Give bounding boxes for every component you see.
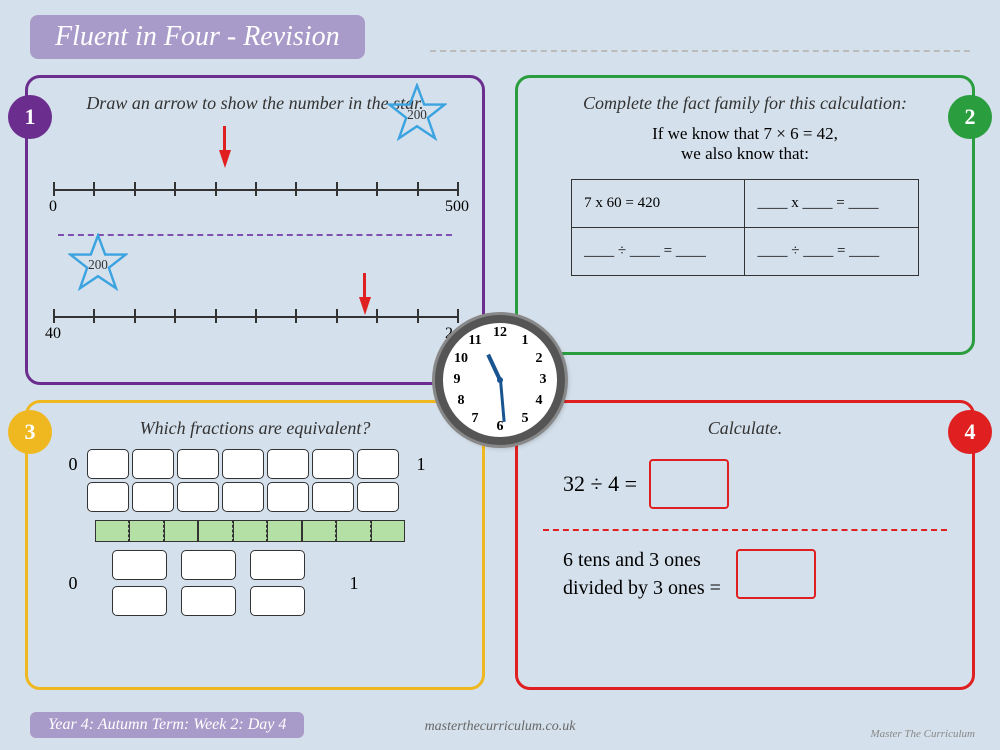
footer-label: Year 4: Autumn Term: Week 2: Day 4 xyxy=(30,712,304,738)
bar-model xyxy=(95,520,405,542)
panel-3: Which fractions are equivalent? 0 1 0 1 xyxy=(25,400,485,690)
footer-logo: Master The Curriculum xyxy=(871,728,976,740)
badge-4: 4 xyxy=(948,410,992,454)
answer-box xyxy=(649,459,729,509)
fact-family-intro: If we know that 7 × 6 = 42,we also know … xyxy=(533,124,957,164)
badge-2: 2 xyxy=(948,95,992,139)
calc-1: 32 ÷ 4 = xyxy=(563,459,957,509)
footer-url: masterthecurriculum.co.uk xyxy=(425,719,576,735)
clock-icon: 12 1 2 3 4 5 6 7 8 9 10 11 xyxy=(435,315,565,445)
fraction-row-top: 0 1 xyxy=(63,449,467,479)
fact-family-table: 7 x 60 = 420____ x ____ = ____ ____ ÷ __… xyxy=(571,179,919,276)
badge-1: 1 xyxy=(8,95,52,139)
number-line-1: 0 500 xyxy=(53,164,457,214)
star-icon: 200 xyxy=(387,83,447,148)
divider-dashed xyxy=(543,529,947,531)
fraction-row-bottom: 0 1 xyxy=(63,550,467,616)
star-icon: 200 xyxy=(68,233,128,298)
panel-4: Calculate. 32 ÷ 4 = 6 tens and 3 onesdiv… xyxy=(515,400,975,690)
svg-text:200: 200 xyxy=(407,107,427,122)
svg-text:200: 200 xyxy=(88,257,108,272)
fact-cell: 7 x 60 = 420 xyxy=(572,180,745,228)
panel-2: Complete the fact family for this calcul… xyxy=(515,75,975,355)
panel-1: Draw an arrow to show the number in the … xyxy=(25,75,485,385)
panel-2-prompt: Complete the fact family for this calcul… xyxy=(533,93,957,114)
clock-minute-hand xyxy=(499,380,506,422)
fact-cell: ____ ÷ ____ = ____ xyxy=(745,228,918,276)
panel-3-prompt: Which fractions are equivalent? xyxy=(43,418,467,439)
panel-4-prompt: Calculate. xyxy=(533,418,957,439)
answer-box xyxy=(736,549,816,599)
fact-cell: ____ x ____ = ____ xyxy=(745,180,918,228)
page-title: Fluent in Four - Revision xyxy=(30,15,365,59)
fraction-row-top2 xyxy=(87,482,467,512)
number-line-2: 40 240 xyxy=(53,291,457,341)
calc-2: 6 tens and 3 onesdivided by 3 ones = xyxy=(563,546,721,602)
fact-cell: ____ ÷ ____ = ____ xyxy=(572,228,745,276)
badge-3: 3 xyxy=(8,410,52,454)
title-dashed-line xyxy=(430,50,970,52)
